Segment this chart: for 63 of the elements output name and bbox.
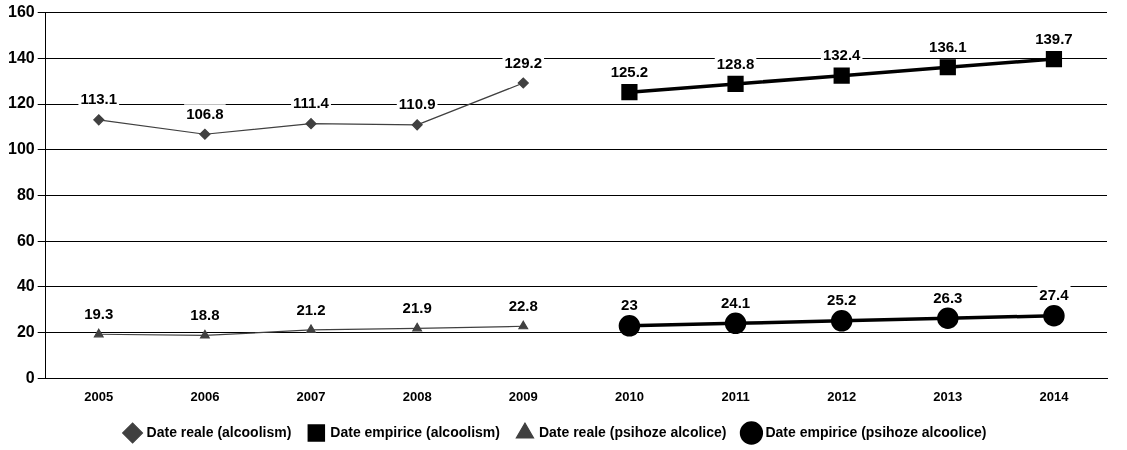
point <box>618 315 641 337</box>
data-label: 111.4 <box>293 94 330 112</box>
data-label: 129.2 <box>504 53 543 71</box>
data-label: 23 <box>621 296 638 314</box>
data-label: 132.4 <box>822 46 862 64</box>
data-label: 21.2 <box>296 300 326 318</box>
x-tick-label: 2013 <box>933 388 963 404</box>
data-label: 106.8 <box>186 104 224 122</box>
legend-label: Date empirice (alcoolism) <box>330 423 500 440</box>
point <box>306 324 316 334</box>
x-tick-label: 2011 <box>721 388 750 404</box>
data-label: 21.9 <box>402 298 432 316</box>
x-tick-label: 2014 <box>1039 388 1070 404</box>
data-label: 26.3 <box>933 288 963 306</box>
data-label: 139.7 <box>1035 29 1073 47</box>
data-label: 110.9 <box>398 95 436 113</box>
data-label: 24.1 <box>720 293 751 311</box>
point <box>833 67 850 84</box>
point <box>724 312 747 335</box>
data-label: 128.8 <box>716 54 755 72</box>
point <box>1045 50 1063 68</box>
data-label: 113.1 <box>80 90 118 108</box>
x-tick-label: 2008 <box>402 388 432 404</box>
point <box>93 328 104 338</box>
point <box>621 84 638 101</box>
point <box>305 118 317 130</box>
x-tick-label: 2009 <box>508 388 538 404</box>
point <box>411 119 423 131</box>
data-label: 22.8 <box>508 296 538 314</box>
y-tick-label: 20 <box>16 323 35 341</box>
data-label: 125.2 <box>610 62 649 80</box>
point <box>199 329 210 339</box>
x-tick-label: 2006 <box>190 388 220 404</box>
point <box>727 75 744 93</box>
point <box>937 307 959 330</box>
point <box>93 114 105 126</box>
y-tick-label: 80 <box>16 185 35 203</box>
point <box>517 77 529 89</box>
data-label: 25.2 <box>827 291 857 309</box>
x-tick-label: 2010 <box>614 388 644 404</box>
point <box>830 310 853 332</box>
x-tick-label: 2007 <box>296 388 326 404</box>
point <box>412 322 423 332</box>
y-tick-label: 120 <box>7 94 35 112</box>
y-tick-label: 160 <box>7 3 35 21</box>
y-tick-label: 0 <box>25 368 35 386</box>
data-label: 136.1 <box>929 37 967 55</box>
x-tick-label: 2005 <box>84 388 114 404</box>
legend-label: Date empirice (psihoze alcoolice) <box>765 423 987 440</box>
point <box>199 128 211 140</box>
legend-label: Date reale (psihoze alcolice) <box>538 423 727 440</box>
y-tick-label: 100 <box>7 140 35 158</box>
data-label: 27.4 <box>1039 286 1070 304</box>
point <box>518 320 529 330</box>
y-tick-label: 60 <box>16 231 35 249</box>
legend-label: Date reale (alcoolism) <box>146 423 292 440</box>
point <box>1043 305 1065 327</box>
data-label: 18.8 <box>190 306 220 324</box>
data-label: 19.3 <box>84 304 114 322</box>
y-tick-label: 40 <box>16 277 35 295</box>
y-tick-label: 140 <box>7 48 35 66</box>
point <box>939 59 956 76</box>
x-tick-label: 2012 <box>827 388 857 404</box>
